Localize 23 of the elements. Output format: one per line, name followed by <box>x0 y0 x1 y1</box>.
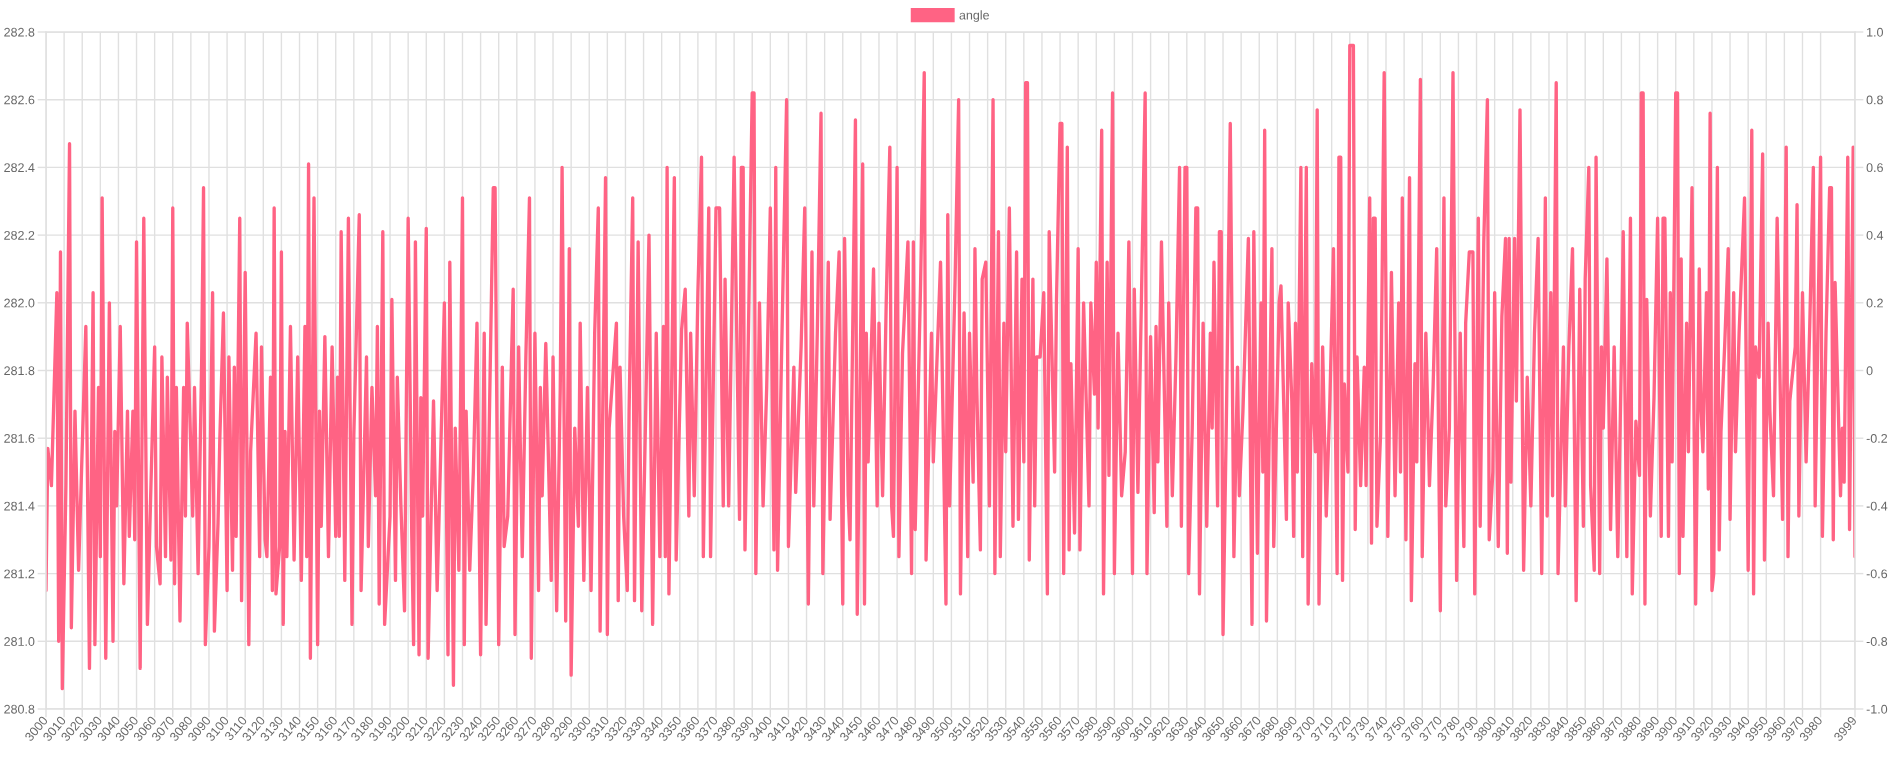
y-tick-label: 281.4 <box>4 501 35 511</box>
y-tick-label: 282.4 <box>4 163 35 173</box>
y2-tick-label: 0.8 <box>1866 95 1883 105</box>
y-tick-label: 281.0 <box>4 637 35 646</box>
y-tick-label: 282.8 <box>4 27 35 37</box>
y2-tick-label: -0.2 <box>1866 434 1888 443</box>
y2-tick-label: -0.6 <box>1866 569 1888 579</box>
y2-tick-label: 0.4 <box>1866 230 1884 240</box>
y2-tick-label: -1.0 <box>1866 704 1888 714</box>
y-tick-label: 281.6 <box>4 434 35 443</box>
y2-tick-label: -0.8 <box>1866 637 1888 646</box>
y2-tick-label: 1.0 <box>1867 27 1883 37</box>
y-tick-label: 282.2 <box>4 230 35 240</box>
y-tick-label: 281.8 <box>4 366 35 376</box>
y2-tick-label: 0.6 <box>1866 163 1883 173</box>
y-tick-label: 281.2 <box>4 569 35 579</box>
legend-label: angle <box>959 10 989 22</box>
y-tick-label: 280.8 <box>4 704 35 714</box>
y2-tick-label: 0.2 <box>1866 298 1883 308</box>
y2-tick-label: -0.4 <box>1866 501 1888 511</box>
y-tick-label: 282.6 <box>4 95 35 105</box>
y-tick-label: 282.0 <box>4 298 35 308</box>
y2-tick-label: 0 <box>1866 366 1873 376</box>
